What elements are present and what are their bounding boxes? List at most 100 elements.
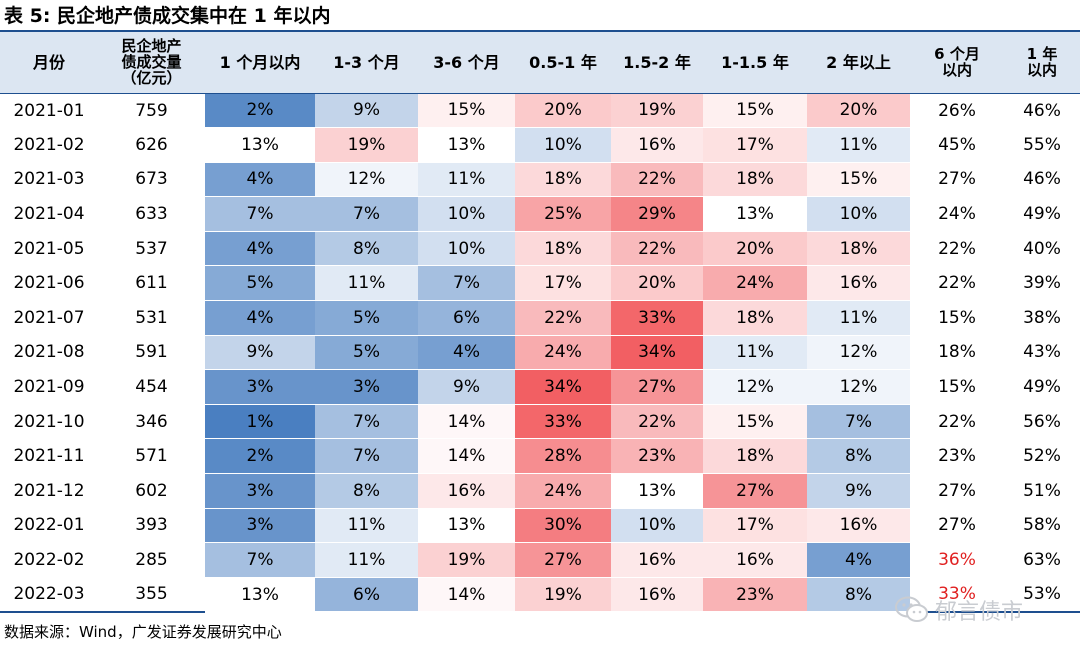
cell-bucket-6: 23%: [703, 577, 807, 613]
cell-bucket-7: 8%: [807, 577, 910, 613]
cell-within-1y: 51%: [1023, 480, 1061, 501]
cell-month: 2021-05: [13, 238, 85, 259]
cell-month: 2022-03: [0, 577, 98, 613]
cell-within-1y: 43%: [1023, 342, 1061, 363]
cell-volume: 633: [135, 204, 168, 225]
cell-within-1y: 46%: [1023, 169, 1061, 190]
cell-within-1y: 55%: [1023, 134, 1061, 155]
cell-within-6m: 27%: [938, 480, 976, 501]
cell-month: 2022-02: [13, 550, 85, 571]
cell-volume: 759: [135, 100, 168, 121]
cell-bucket-2: 6%: [315, 577, 418, 613]
table-row: 2021-08 591 9% 5% 4% 24% 34% 11% 12% 18% 43%: [0, 335, 1080, 371]
cell-bucket-6: 11%: [703, 335, 807, 371]
cell-bucket-4: 25%: [515, 196, 611, 232]
cell-bucket-3: 14%: [418, 404, 515, 440]
cell-within-6m: 24%: [938, 204, 976, 225]
cell-volume: 591: [135, 342, 168, 363]
table-row: 2021-04 633 7% 7% 10% 25% 29% 13% 10% 24% 49%: [0, 196, 1080, 232]
cell-bucket-1: 7%: [205, 542, 315, 578]
cell-month: 2021-03: [13, 169, 85, 190]
cell-bucket-3: 15%: [418, 93, 515, 129]
cell-bucket-7: 10%: [807, 196, 910, 232]
cell-bucket-3: 9%: [418, 369, 515, 405]
cell-bucket-7: 7%: [807, 404, 910, 440]
cell-volume: 602: [135, 480, 168, 501]
cell-within-1y: 39%: [1023, 273, 1061, 294]
cell-bucket-6: 15%: [703, 93, 807, 129]
watermark-text: 郁言债市: [935, 600, 1024, 625]
cell-volume: 346: [135, 411, 168, 432]
cell-within-1y: 53%: [1004, 577, 1080, 613]
header-bucket-0.5-1y: 0.5-1 年: [515, 32, 611, 94]
cell-bucket-5: 16%: [611, 542, 703, 578]
cell-month: 2021-04: [13, 204, 85, 225]
header-month: 月份: [0, 32, 98, 94]
cell-bucket-7: 20%: [807, 93, 910, 129]
cell-bucket-2: 7%: [315, 404, 418, 440]
cell-bucket-2: 3%: [315, 369, 418, 405]
cell-bucket-7: 16%: [807, 265, 910, 302]
cell-bucket-4: 22%: [515, 300, 611, 336]
cell-bucket-2: 12%: [315, 162, 418, 198]
cell-within-1y: 38%: [1023, 307, 1061, 328]
cell-bucket-4: 10%: [515, 127, 611, 163]
cell-bucket-3: 10%: [418, 231, 515, 267]
cell-within-6m: 22%: [938, 273, 976, 294]
cell-bucket-4: 34%: [515, 369, 611, 405]
cell-bucket-6: 18%: [703, 300, 807, 336]
watermark: 郁言债市: [895, 594, 1023, 626]
cell-bucket-1: 3%: [205, 473, 315, 509]
cell-within-6m: 18%: [938, 342, 976, 363]
cell-bucket-6: 24%: [703, 265, 807, 302]
header-bucket-2y-plus: 2 年以上: [807, 32, 910, 94]
cell-volume: 355: [98, 577, 205, 613]
cell-bucket-5: 13%: [611, 473, 703, 509]
cell-bucket-4: 17%: [515, 265, 611, 302]
cell-month: 2021-02: [13, 134, 85, 155]
header-within-1y: 1 年以内: [1004, 32, 1080, 94]
cell-bucket-6: 18%: [703, 438, 807, 475]
table-row: 2021-01 759 2% 9% 15% 20% 19% 15% 20% 26% 46%: [0, 93, 1080, 129]
cell-bucket-1: 7%: [205, 196, 315, 232]
cell-volume: 454: [135, 377, 168, 398]
cell-bucket-4: 27%: [515, 542, 611, 578]
cell-bucket-3: 6%: [418, 300, 515, 336]
table-row: 2021-02 626 13% 19% 13% 10% 16% 17% 11% 45% 55%: [0, 127, 1080, 163]
cell-within-6m: 15%: [938, 377, 976, 398]
table-row: 2021-06 611 5% 11% 7% 17% 20% 24% 16% 22% 39%: [0, 265, 1080, 302]
cell-within-1y: 56%: [1023, 411, 1061, 432]
table-body: 2021-01 759 2% 9% 15% 20% 19% 15% 20% 26% 46% 2021-…: [0, 93, 1080, 613]
cell-bucket-4: 28%: [515, 438, 611, 475]
cell-within-6m: 33%: [910, 577, 1004, 613]
cell-bucket-1: 3%: [205, 508, 315, 544]
cell-bucket-4: 18%: [515, 162, 611, 198]
cell-bucket-7: 4%: [807, 542, 910, 578]
cell-volume: 285: [135, 550, 168, 571]
top-rule: [0, 30, 1080, 32]
header-bucket-3-6m: 3-6 个月: [418, 32, 515, 94]
cell-bucket-6: 17%: [703, 127, 807, 163]
cell-within-6m: 23%: [938, 446, 976, 467]
cell-within-6m: 15%: [938, 307, 976, 328]
cell-bucket-6: 15%: [703, 404, 807, 440]
cell-bucket-6: 18%: [703, 162, 807, 198]
cell-bucket-7: 12%: [807, 369, 910, 405]
cell-volume: 611: [135, 273, 168, 294]
cell-bucket-5: 10%: [611, 508, 703, 544]
table-row: 2022-01 393 3% 11% 13% 30% 10% 17% 16% 27% 58%: [0, 508, 1080, 544]
cell-month: 2021-12: [13, 480, 85, 501]
cell-bucket-1: 2%: [205, 93, 315, 129]
cell-month: 2021-01: [13, 100, 85, 121]
table-row: 2021-11 571 2% 7% 14% 28% 23% 18% 8% 23% 52%: [0, 438, 1080, 475]
cell-bucket-5: 29%: [611, 196, 703, 232]
cell-bucket-4: 18%: [515, 231, 611, 267]
wechat-icon: [895, 596, 928, 622]
cell-bucket-3: 13%: [418, 127, 515, 163]
table-row: 2022-03 355 13% 6% 14% 19% 16% 23% 8% 33% 53%: [0, 577, 1080, 613]
cell-within-1y: 49%: [1023, 204, 1061, 225]
cell-bucket-7: 15%: [807, 162, 910, 198]
cell-volume: 393: [135, 515, 168, 536]
cell-bucket-6: 12%: [703, 369, 807, 405]
cell-bucket-4: 19%: [515, 577, 611, 613]
